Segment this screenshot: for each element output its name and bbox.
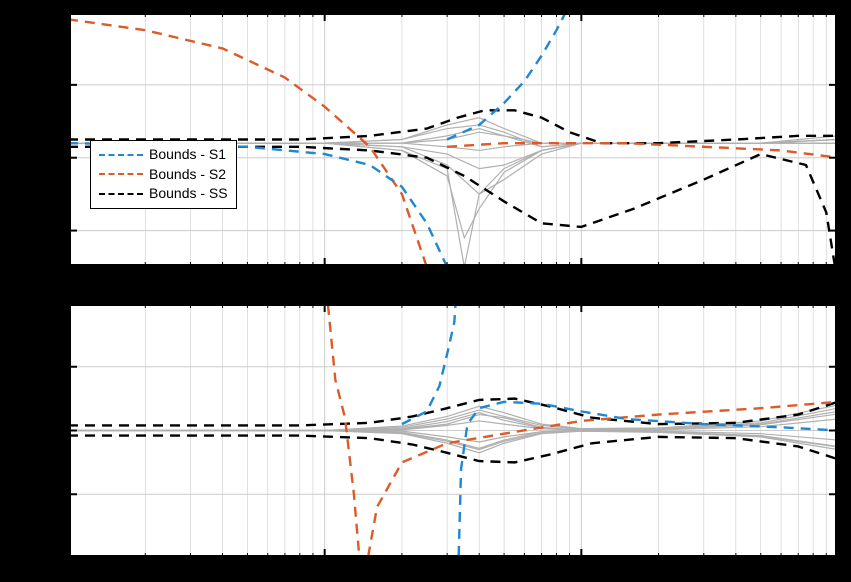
legend-item: Bounds - S2 [99, 165, 228, 185]
legend-item: Bounds - S1 [99, 145, 228, 165]
bottom-panel [68, 303, 838, 558]
legend-label: Bounds - S1 [149, 145, 226, 165]
legend-label: Bounds - S2 [149, 165, 226, 185]
legend-swatch [99, 193, 143, 195]
legend-label: Bounds - SS [149, 184, 228, 204]
legend: Bounds - S1Bounds - S2Bounds - SS [90, 140, 237, 209]
legend-swatch [99, 173, 143, 175]
legend-swatch [99, 154, 143, 156]
legend-item: Bounds - SS [99, 184, 228, 204]
